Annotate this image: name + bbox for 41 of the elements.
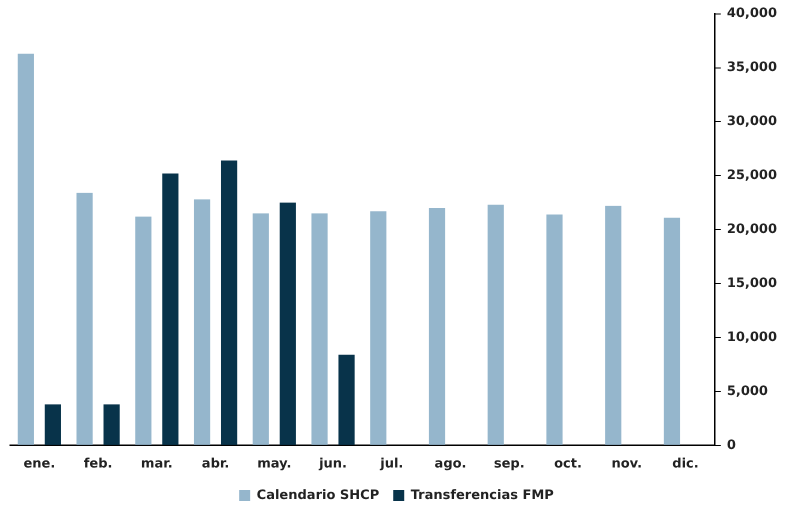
bar [76, 192, 93, 445]
x-tick-label: sep. [494, 456, 525, 472]
bar [162, 173, 178, 445]
x-tick-label: dic. [672, 456, 699, 472]
bar [370, 211, 386, 445]
x-tick-label: abr. [202, 456, 230, 472]
x-tick-label: ago. [434, 456, 466, 472]
bar [664, 218, 680, 445]
y-tick-label: 35,000 [726, 60, 778, 76]
x-tick-label: ene. [23, 456, 56, 472]
x-tick-label: mar. [140, 456, 173, 472]
bar [135, 216, 152, 445]
bar [546, 214, 563, 445]
x-tick-label: jul. [379, 456, 404, 472]
y-tick-label: 15,000 [726, 276, 778, 291]
y-tick-label: 25,000 [726, 168, 778, 184]
bar [338, 354, 355, 445]
bar [220, 160, 238, 445]
bar [605, 206, 622, 445]
y-tick-label: 30,000 [726, 114, 778, 130]
bar [104, 404, 120, 445]
bar [280, 202, 296, 445]
bar [311, 213, 328, 445]
y-tick-label: 40,000 [726, 6, 778, 22]
bar [18, 54, 34, 445]
bar [44, 404, 61, 445]
legend-label: Calendario SHCP [256, 488, 380, 503]
legend-label: Transferencias FMP [410, 488, 554, 503]
bar [428, 208, 446, 445]
bar [252, 213, 269, 445]
x-tick-label: oct. [554, 456, 582, 472]
y-tick-label: 10,000 [726, 330, 778, 345]
y-tick-label: 5,000 [726, 384, 768, 399]
bar [194, 199, 210, 445]
y-tick-label: 0 [726, 438, 736, 453]
x-tick-label: may. [257, 456, 292, 472]
x-tick-label: nov. [611, 456, 642, 472]
y-tick-label: 20,000 [726, 222, 778, 237]
bar [488, 204, 504, 445]
x-tick-label: feb. [84, 456, 112, 472]
x-tick-label: jun. [318, 456, 347, 472]
